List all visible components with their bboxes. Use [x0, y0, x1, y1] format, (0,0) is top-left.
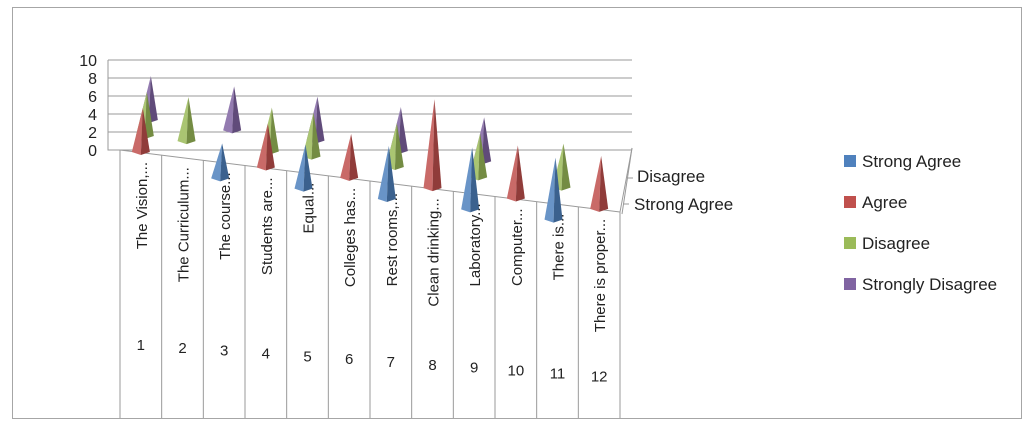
cone-face-left — [340, 133, 352, 181]
category-label: There is proper... — [592, 219, 609, 332]
cone-agree — [340, 133, 359, 181]
cone-face-right — [394, 123, 404, 170]
cone-agree — [590, 155, 609, 212]
depth-label: Strong Agree — [634, 195, 733, 214]
cone-face-right — [315, 96, 325, 144]
left-wall-edge — [107, 60, 120, 151]
legend-swatch — [844, 237, 856, 249]
cone-face-left — [256, 123, 268, 171]
cone-face-right — [482, 117, 492, 165]
y-tick-label: 0 — [88, 143, 97, 160]
cone-strongly-disagree — [223, 86, 242, 134]
category-label: The Vision,... — [134, 162, 151, 249]
category-label: There is... — [551, 214, 568, 281]
legend-entry: Disagree — [862, 234, 930, 253]
cone-disagree — [177, 97, 196, 145]
cone-face-right — [349, 133, 359, 181]
y-tick-label: 2 — [88, 125, 97, 142]
category-number: 8 — [428, 357, 436, 374]
cone-face-right — [553, 157, 563, 223]
cone-face-right — [303, 144, 313, 192]
chart-walls — [107, 59, 633, 213]
cone-face-left — [423, 99, 435, 192]
cone-face-right — [599, 155, 609, 212]
cone-face-right — [432, 99, 442, 192]
cone-face-right — [265, 123, 275, 171]
y-tick-label: 8 — [88, 71, 97, 88]
cone-face-right — [269, 107, 279, 155]
cone-agree — [423, 99, 442, 192]
cone-face-right — [515, 145, 525, 202]
cone-face-left — [223, 86, 235, 134]
legend-entry: Strongly Disagree — [862, 275, 997, 294]
category-number: 2 — [178, 340, 186, 357]
cone-face-right — [220, 143, 230, 182]
cone-face-left — [177, 97, 189, 145]
category-label: Equal... — [301, 183, 318, 234]
category-label: Students are... — [259, 178, 276, 276]
y-tick-label: 4 — [88, 107, 97, 124]
category-number: 9 — [470, 360, 478, 377]
y-tick-label: 6 — [88, 89, 97, 106]
cone-strong-agree — [461, 147, 480, 213]
category-number: 1 — [137, 337, 145, 354]
cone-strong-agree — [211, 143, 230, 182]
legend-swatch — [844, 196, 856, 208]
cone-face-right — [140, 108, 150, 155]
cone-face-left — [294, 144, 306, 192]
cone-face-right — [398, 107, 408, 154]
cone-face-right — [186, 97, 196, 145]
cone-face-right — [470, 147, 480, 213]
cone-agree — [506, 145, 525, 202]
cone-face-right — [386, 146, 396, 202]
category-number: 10 — [507, 363, 524, 380]
cone-strong-agree — [294, 144, 313, 192]
legend-swatch — [844, 278, 856, 290]
category-label: Computer... — [509, 209, 526, 287]
chart-frame — [12, 7, 1022, 419]
category-number: 7 — [387, 354, 395, 371]
category-number: 3 — [220, 343, 228, 360]
legend: Strong Agree Agree Disagree Strongly Disagr… — [844, 152, 997, 294]
category-number: 4 — [262, 346, 270, 363]
chart-cones — [131, 76, 609, 223]
cone-face-right — [561, 143, 571, 191]
category-number: 11 — [550, 365, 566, 382]
category-label: Rest rooms,... — [384, 193, 401, 286]
depth-axis-line — [621, 147, 633, 215]
category-number: 6 — [345, 351, 353, 368]
category-number: 12 — [591, 368, 608, 385]
cone-face-left — [544, 157, 556, 223]
cone-face-left — [506, 145, 518, 202]
category-labels: The Vision,... 1 The Curriculum... 2 The cou… — [119, 150, 621, 418]
depth-axis: Disagree Strong Agree — [621, 147, 733, 215]
cone-face-right — [478, 133, 488, 181]
cone-face-right — [148, 76, 158, 123]
cone-face-left — [461, 147, 473, 213]
cone-face-right — [311, 112, 321, 160]
cone-face-left — [211, 143, 223, 182]
cone-face-left — [590, 155, 602, 212]
cone-face-right — [144, 92, 154, 139]
depth-label: Disagree — [637, 167, 705, 186]
category-label: Laboratory... — [467, 203, 484, 286]
cone-strong-agree — [377, 146, 396, 202]
category-label: Colleges has... — [342, 188, 359, 287]
cone-agree — [256, 123, 275, 171]
category-label: The Curriculum... — [176, 167, 193, 282]
cone-agree — [131, 108, 150, 155]
cone-face-left — [131, 108, 143, 155]
legend-swatch — [844, 155, 856, 167]
category-label: Clean drinking... — [426, 198, 443, 306]
cone-strong-agree — [544, 157, 563, 223]
legend-entry: Agree — [862, 193, 907, 212]
cone-face-left — [377, 146, 389, 202]
category-number: 5 — [303, 348, 311, 365]
cone-face-right — [232, 86, 242, 134]
category-label: The course... — [217, 172, 234, 260]
legend-entry: Strong Agree — [862, 152, 961, 171]
y-tick-label: 10 — [79, 53, 97, 70]
